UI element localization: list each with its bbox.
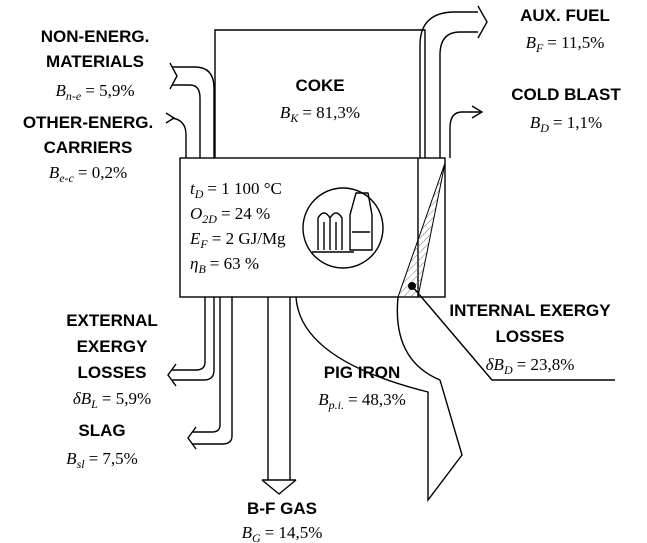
formula: δBL = 5,9% xyxy=(73,389,151,411)
formula: BG = 14,5% xyxy=(242,523,323,543)
value: = 5,9% xyxy=(85,81,134,100)
other-energ-arrow xyxy=(165,112,187,158)
formula: BD = 1,1% xyxy=(530,113,602,135)
value: = 63 % xyxy=(210,254,259,273)
shapes xyxy=(165,5,615,503)
symbol: η xyxy=(190,254,198,273)
flow-label: AUX. FUEL xyxy=(520,6,610,25)
flow-label: MATERIALS xyxy=(46,52,144,71)
symbol: E xyxy=(189,229,201,248)
value: = 81,3% xyxy=(302,103,360,122)
value: = 14,5% xyxy=(265,523,323,542)
formula: Be-c = 0,2% xyxy=(49,163,127,185)
value: = 11,5% xyxy=(547,33,604,52)
value: = 7,5% xyxy=(89,449,138,468)
slag-pipe xyxy=(187,297,233,450)
symbol: δB xyxy=(73,389,92,408)
flow-label: COKE xyxy=(295,76,344,95)
subscript: D xyxy=(503,363,513,377)
symbol: B xyxy=(318,390,329,409)
symbol: B xyxy=(530,113,541,132)
symbol: O xyxy=(190,204,202,223)
value: = 48,3% xyxy=(348,390,406,409)
leader-line xyxy=(411,285,615,381)
value: = 1 100 °C xyxy=(207,179,281,198)
flow-label: SLAG xyxy=(78,421,125,440)
subscript: p.i. xyxy=(328,398,344,412)
formula: ηB = 63 % xyxy=(190,254,259,276)
value: = 24 % xyxy=(221,204,270,223)
subscript: F xyxy=(199,237,208,251)
flow-label: LOSSES xyxy=(78,363,147,382)
flow-label: INTERNAL EXERGY xyxy=(449,301,611,320)
non-energ-pipe xyxy=(169,62,215,158)
flow-label: CARRIERS xyxy=(44,138,133,157)
symbol: B xyxy=(66,449,77,468)
flow-label: PIG IRON xyxy=(324,363,401,382)
aux-fuel-pipe xyxy=(419,5,488,158)
value: = 5,9% xyxy=(102,389,151,408)
subscript: n-e xyxy=(66,89,82,103)
value: = 23,8% xyxy=(517,355,575,374)
value: = 2 GJ/Mg xyxy=(212,229,286,248)
subscript: sl xyxy=(77,457,86,471)
formula: EF = 2 GJ/Mg xyxy=(189,229,286,251)
subscript: D xyxy=(539,121,549,135)
flow-label: B-F GAS xyxy=(247,499,317,518)
symbol: B xyxy=(56,81,67,100)
formula: δBD = 23,8% xyxy=(486,355,575,377)
flow-label: OTHER-ENERG. xyxy=(23,113,153,132)
value: = 1,1% xyxy=(553,113,602,132)
symbol: B xyxy=(49,163,60,182)
flow-label: EXERGY xyxy=(77,337,149,356)
flow-label: COLD BLAST xyxy=(511,85,621,104)
subscript: 2D xyxy=(202,212,217,226)
value: = 0,2% xyxy=(78,163,127,182)
flow-label: LOSSES xyxy=(496,327,565,346)
formula: BF = 11,5% xyxy=(526,33,605,55)
flow-label: NON-ENERG. xyxy=(41,27,150,46)
ext-loss-pipe xyxy=(167,297,215,387)
formula: Bn-e = 5,9% xyxy=(56,81,135,103)
bf-gas-pipe xyxy=(261,297,297,495)
subscript: e-c xyxy=(59,171,74,185)
pig-iron-flow xyxy=(295,296,463,503)
symbol: B xyxy=(526,33,537,52)
subscript: L xyxy=(90,397,98,411)
symbol: B xyxy=(242,523,253,542)
formula: Bp.i. = 48,3% xyxy=(318,390,405,412)
symbol: δB xyxy=(486,355,505,374)
icon-circle xyxy=(302,187,384,269)
formula: O2D = 24 % xyxy=(190,204,270,226)
cold-blast-arrow xyxy=(449,105,484,158)
coke-stack xyxy=(214,29,426,158)
furnace-box xyxy=(179,157,446,298)
subscript: G xyxy=(252,531,261,543)
icon-stoves xyxy=(312,212,354,253)
formula: Bsl = 7,5% xyxy=(66,449,138,471)
flow-label: EXTERNAL xyxy=(66,311,158,330)
symbol: t xyxy=(190,179,196,198)
formula: tD = 1 100 °C xyxy=(190,179,282,201)
subscript: B xyxy=(198,262,206,276)
formula: BK = 81,3% xyxy=(280,103,360,125)
symbol: B xyxy=(280,103,291,122)
icon-furnace xyxy=(349,192,373,251)
subscript: K xyxy=(289,111,299,125)
subscript: F xyxy=(535,41,544,55)
internal-loss-area xyxy=(397,162,446,298)
subscript: D xyxy=(194,187,204,201)
